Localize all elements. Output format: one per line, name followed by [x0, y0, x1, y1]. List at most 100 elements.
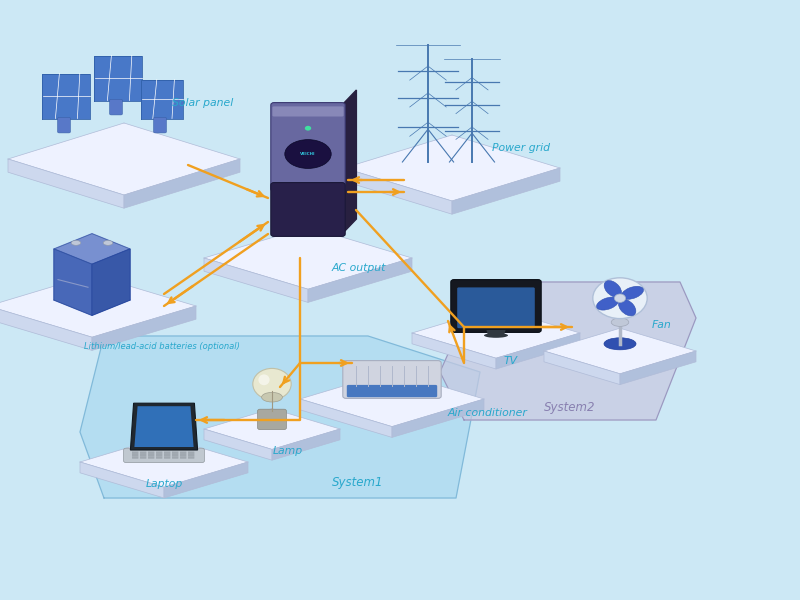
Ellipse shape — [258, 374, 270, 385]
Polygon shape — [8, 123, 240, 195]
FancyBboxPatch shape — [164, 456, 170, 458]
FancyBboxPatch shape — [180, 451, 186, 454]
FancyBboxPatch shape — [156, 451, 162, 454]
Polygon shape — [124, 159, 240, 208]
Polygon shape — [80, 336, 480, 498]
Polygon shape — [141, 79, 183, 118]
Polygon shape — [204, 227, 412, 289]
Text: TV: TV — [504, 356, 518, 366]
Text: Fan: Fan — [652, 320, 672, 330]
FancyBboxPatch shape — [156, 456, 162, 458]
Polygon shape — [308, 258, 412, 302]
FancyBboxPatch shape — [123, 448, 204, 463]
FancyBboxPatch shape — [188, 454, 194, 456]
FancyBboxPatch shape — [154, 118, 166, 133]
FancyBboxPatch shape — [140, 454, 146, 456]
Ellipse shape — [305, 126, 311, 131]
Polygon shape — [0, 306, 92, 350]
FancyBboxPatch shape — [132, 454, 138, 456]
Polygon shape — [344, 135, 560, 201]
Ellipse shape — [604, 281, 622, 297]
FancyBboxPatch shape — [188, 451, 194, 454]
FancyBboxPatch shape — [164, 454, 170, 456]
Polygon shape — [544, 351, 620, 385]
Ellipse shape — [262, 392, 282, 402]
Text: Laptop: Laptop — [146, 479, 182, 489]
Ellipse shape — [618, 299, 636, 316]
Polygon shape — [80, 437, 248, 487]
Polygon shape — [8, 159, 124, 208]
Polygon shape — [204, 409, 340, 449]
Polygon shape — [134, 406, 194, 447]
Polygon shape — [300, 371, 484, 427]
Ellipse shape — [71, 241, 81, 245]
Ellipse shape — [103, 241, 113, 245]
FancyBboxPatch shape — [258, 409, 286, 430]
FancyBboxPatch shape — [172, 451, 178, 454]
Ellipse shape — [611, 318, 629, 326]
Polygon shape — [164, 462, 248, 498]
Polygon shape — [130, 403, 198, 450]
FancyBboxPatch shape — [451, 280, 542, 332]
Polygon shape — [620, 351, 696, 385]
Polygon shape — [272, 429, 340, 460]
FancyBboxPatch shape — [140, 456, 146, 458]
Polygon shape — [452, 168, 560, 214]
FancyBboxPatch shape — [140, 451, 146, 454]
FancyBboxPatch shape — [347, 385, 437, 397]
Polygon shape — [92, 306, 196, 350]
FancyBboxPatch shape — [132, 456, 138, 458]
FancyBboxPatch shape — [458, 287, 534, 328]
FancyBboxPatch shape — [164, 451, 170, 454]
FancyBboxPatch shape — [343, 361, 442, 398]
FancyBboxPatch shape — [270, 182, 346, 236]
Polygon shape — [412, 308, 580, 358]
FancyBboxPatch shape — [172, 456, 178, 458]
Polygon shape — [344, 168, 452, 214]
FancyBboxPatch shape — [180, 454, 186, 456]
Polygon shape — [412, 333, 496, 369]
Ellipse shape — [285, 140, 331, 169]
Text: AC output: AC output — [332, 263, 386, 273]
Polygon shape — [54, 249, 92, 316]
Polygon shape — [94, 55, 142, 100]
FancyBboxPatch shape — [148, 451, 154, 454]
FancyBboxPatch shape — [270, 103, 346, 191]
FancyBboxPatch shape — [272, 106, 344, 116]
Polygon shape — [92, 249, 130, 316]
Polygon shape — [342, 90, 357, 234]
FancyBboxPatch shape — [148, 456, 154, 458]
FancyBboxPatch shape — [132, 451, 138, 454]
Polygon shape — [204, 258, 308, 302]
Text: VEICHI: VEICHI — [300, 152, 316, 156]
Polygon shape — [496, 333, 580, 369]
Polygon shape — [54, 234, 130, 264]
Polygon shape — [486, 330, 506, 335]
FancyBboxPatch shape — [110, 99, 122, 115]
Text: System2: System2 — [544, 401, 595, 414]
Polygon shape — [42, 73, 90, 118]
FancyBboxPatch shape — [156, 454, 162, 456]
Text: Solar panel: Solar panel — [172, 98, 234, 108]
FancyBboxPatch shape — [172, 454, 178, 456]
Polygon shape — [392, 399, 484, 437]
Polygon shape — [544, 328, 696, 374]
FancyBboxPatch shape — [148, 454, 154, 456]
Ellipse shape — [614, 294, 626, 302]
Ellipse shape — [604, 338, 636, 350]
Text: Power grid: Power grid — [492, 143, 550, 153]
Polygon shape — [300, 399, 392, 437]
Ellipse shape — [593, 278, 647, 319]
Text: Lithium/lead-acid batteries (optional): Lithium/lead-acid batteries (optional) — [84, 342, 240, 351]
FancyBboxPatch shape — [58, 118, 70, 133]
Text: Lamp: Lamp — [273, 446, 303, 456]
Polygon shape — [204, 429, 272, 460]
Text: System1: System1 — [332, 476, 383, 489]
Ellipse shape — [622, 286, 643, 299]
Ellipse shape — [253, 368, 291, 400]
Ellipse shape — [484, 333, 508, 338]
FancyBboxPatch shape — [180, 456, 186, 458]
Polygon shape — [440, 282, 696, 420]
Text: Air conditioner: Air conditioner — [448, 408, 528, 418]
Polygon shape — [80, 462, 164, 498]
